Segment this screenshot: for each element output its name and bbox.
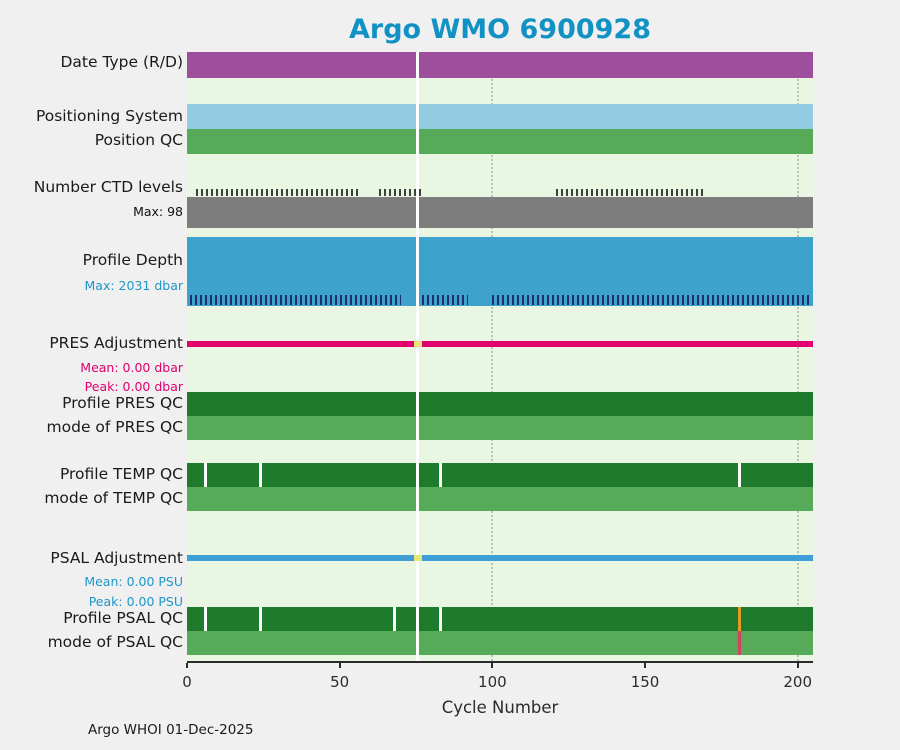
x-tick-0 (186, 663, 188, 668)
gap-profile-psal-qc-24 (258, 607, 262, 631)
band-profile-temp-qc (187, 463, 813, 487)
x-tick-label-150: 150 (630, 673, 660, 691)
label-mode-psal-qc: mode of PSAL QC (47, 633, 183, 651)
sublabel-pres-adjustment-1: Peak: 0.00 dbar (84, 379, 183, 394)
gap-profile-temp-qc-24 (258, 463, 262, 487)
x-axis-label: Cycle Number (441, 698, 559, 717)
band-mode-psal-qc (187, 631, 813, 655)
gap-profile-psal-qc-68 (393, 607, 397, 631)
plot-area (187, 52, 813, 661)
band-profile-depth (187, 237, 813, 306)
gridline-x-100 (491, 52, 494, 661)
band-positioning-system (187, 104, 813, 129)
event-marker-psal-adjustment (413, 555, 422, 561)
x-tick-150 (644, 663, 647, 668)
label-pres-adjustment: PRES Adjustment (49, 334, 183, 352)
tick-marks-profile-depth-2 (492, 295, 810, 305)
label-psal-adjustment: PSAL Adjustment (50, 549, 183, 567)
x-tick-100 (491, 663, 494, 668)
tick-marks-number-ctd-levels-1 (379, 189, 423, 196)
band-position-qc (187, 129, 813, 154)
event-line (416, 52, 420, 661)
label-profile-psal-qc: Profile PSAL QC (63, 609, 183, 627)
footer-text: Argo WHOI 01-Dec-2025 (88, 722, 254, 738)
event-marker-pres-adjustment (413, 341, 422, 347)
band-date-type (187, 52, 813, 78)
mark-profile-psal-qc-181 (738, 607, 742, 631)
sublabel-psal-adjustment-0: Mean: 0.00 PSU (84, 574, 183, 589)
gap-profile-psal-qc-83 (438, 607, 442, 631)
x-tick-label-50: 50 (330, 673, 350, 691)
sublabel-psal-adjustment-1: Peak: 0.00 PSU (88, 594, 183, 609)
gap-profile-temp-qc-83 (438, 463, 442, 487)
gap-profile-temp-qc-181 (738, 463, 742, 487)
band-psal-adjustment (187, 555, 813, 561)
x-axis-line (187, 661, 813, 663)
label-number-ctd-levels: Number CTD levels (33, 178, 183, 196)
band-profile-psal-qc (187, 607, 813, 631)
figure-title: Argo WMO 6900928 (349, 14, 651, 45)
sublabel-number-ctd-levels-0: Max: 98 (133, 204, 183, 219)
sublabel-pres-adjustment-0: Mean: 0.00 dbar (80, 360, 183, 375)
label-profile-depth: Profile Depth (82, 251, 183, 269)
gridline-x-200 (796, 52, 799, 661)
tick-marks-profile-depth-1 (422, 295, 468, 305)
mark-mode-psal-qc-181 (738, 631, 742, 655)
label-mode-temp-qc: mode of TEMP QC (44, 489, 183, 507)
x-tick-label-200: 200 (783, 673, 813, 691)
gap-profile-temp-qc-6 (203, 463, 207, 487)
label-date-type: Date Type (R/D) (60, 53, 183, 71)
label-positioning-system: Positioning System (35, 107, 183, 125)
band-mode-pres-qc (187, 416, 813, 440)
x-tick-label-100: 100 (478, 673, 507, 691)
tick-marks-profile-depth-0 (190, 295, 401, 305)
band-profile-pres-qc (187, 392, 813, 416)
tick-marks-number-ctd-levels-0 (196, 189, 362, 196)
x-tick-200 (796, 663, 799, 668)
label-position-qc: Position QC (94, 131, 183, 149)
label-profile-pres-qc: Profile PRES QC (62, 394, 183, 412)
band-pres-adjustment (187, 341, 813, 347)
gap-profile-psal-qc-6 (203, 607, 207, 631)
band-number-ctd-levels (187, 197, 813, 228)
band-mode-temp-qc (187, 487, 813, 511)
x-tick-label-0: 0 (182, 673, 192, 691)
label-mode-pres-qc: mode of PRES QC (46, 418, 183, 436)
tick-marks-number-ctd-levels-2 (556, 189, 704, 196)
label-profile-temp-qc: Profile TEMP QC (59, 465, 183, 483)
sublabel-profile-depth-0: Max: 2031 dbar (84, 278, 183, 293)
x-tick-50 (338, 663, 341, 668)
